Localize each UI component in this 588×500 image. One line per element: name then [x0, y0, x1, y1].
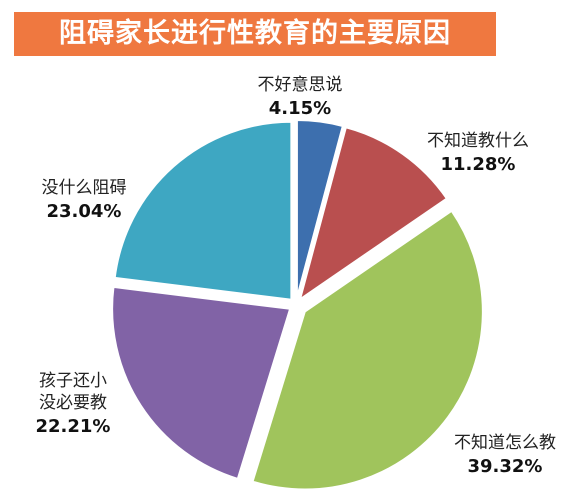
slice-label-3-1: 没必要教	[39, 393, 107, 413]
slice-label-4-0: 没什么阻碍	[42, 178, 127, 198]
pie-slices	[111, 119, 484, 491]
slice-value-3: 22.21%	[36, 416, 111, 437]
slice-label-1-0: 不知道教什么	[427, 131, 529, 151]
chart-title: 阻碍家长进行性教育的主要原因	[59, 18, 451, 49]
slice-value-4: 23.04%	[47, 201, 122, 222]
pie-slice-1	[298, 126, 449, 302]
slice-value-0: 4.15%	[269, 98, 331, 119]
pie-slice-2	[251, 209, 484, 491]
slice-value-1: 11.28%	[441, 154, 516, 175]
pie-labels: 不好意思说 4.15% 不知道教什么 11.28% 不知道怎么教 39.32% 孩子还小没必…	[36, 75, 556, 477]
pie-slice-3	[111, 285, 292, 481]
slice-value-2: 39.32%	[468, 456, 543, 477]
slice-label-0-0: 不好意思说	[258, 75, 343, 95]
pie-slice-4	[113, 120, 293, 301]
title-banner: 阻碍家长进行性教育的主要原因	[14, 12, 496, 56]
slice-label-2-0: 不知道怎么教	[454, 433, 556, 453]
pie-slice-0	[295, 119, 345, 299]
slice-label-3-0: 孩子还小	[39, 371, 107, 391]
